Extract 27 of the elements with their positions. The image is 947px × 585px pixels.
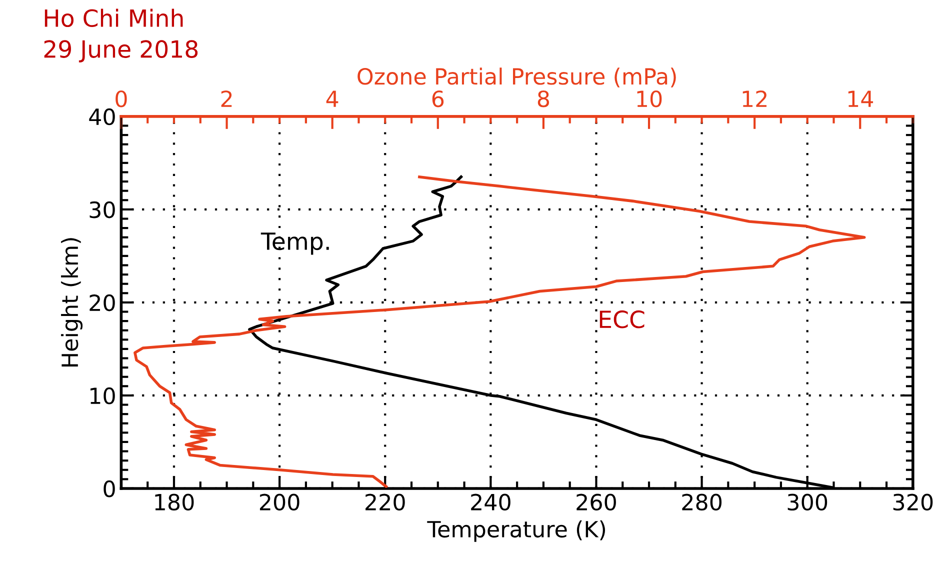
y-tick-label: 0 bbox=[104, 480, 115, 498]
y-tick-label: 30 bbox=[90, 201, 115, 218]
x2-tick-label: 14 bbox=[848, 90, 874, 107]
x-tick-label: 320 bbox=[893, 494, 933, 511]
y-tick-label: 40 bbox=[89, 108, 115, 126]
x2-tick-label: 10 bbox=[637, 90, 662, 108]
chart-title: Ho Chi Minh 29 June 2018 bbox=[44, 8, 198, 62]
x-tick-label: 260 bbox=[576, 494, 616, 511]
y-tick-label: 20 bbox=[90, 294, 115, 312]
series-label: ECC bbox=[600, 310, 644, 328]
x2-tick-label: 4 bbox=[326, 90, 338, 107]
x2-tick-label: 6 bbox=[432, 90, 444, 108]
x2-axis-title: Ozone Partial Pressure (mPa) bbox=[358, 68, 676, 88]
y-tick-label: 10 bbox=[90, 387, 115, 404]
x-tick-label: 240 bbox=[471, 494, 510, 511]
x-tick-label: 220 bbox=[366, 494, 405, 511]
x-tick-label: 280 bbox=[682, 494, 722, 511]
x-tick-label: 300 bbox=[788, 494, 828, 511]
x2-tick-label: 8 bbox=[538, 90, 549, 108]
x2-tick-label: 2 bbox=[221, 90, 232, 107]
x-tick-label: 200 bbox=[260, 494, 300, 511]
series-label: Temp. bbox=[260, 232, 329, 255]
x2-tick-label: 12 bbox=[742, 90, 766, 107]
x-axis-title: Temperature (K) bbox=[427, 520, 606, 542]
x2-tick-label: 0 bbox=[116, 90, 127, 108]
x-tick-label: 180 bbox=[155, 494, 194, 511]
y-axis-title: Height (km) bbox=[61, 238, 83, 366]
